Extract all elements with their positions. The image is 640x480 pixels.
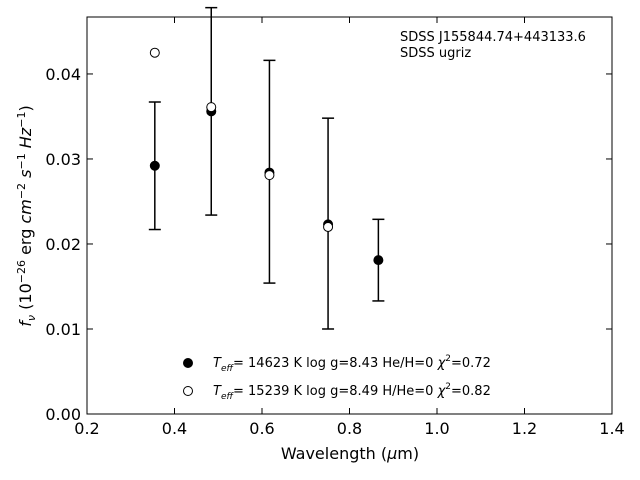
x-tick-label: 0.2: [74, 419, 99, 438]
x-tick-label: 0.6: [249, 419, 274, 438]
y-tick-label: 0.04: [45, 65, 81, 84]
legend-marker-open: [183, 386, 193, 396]
data-point-open: [264, 170, 275, 181]
plot-frame: [86, 16, 613, 415]
x-tick-label: 1.0: [424, 419, 449, 438]
legend-marker-filled: [183, 358, 193, 368]
data-point-filled: [373, 255, 384, 266]
y-axis-label: fν (10−26 erg cm−2 s−1 Hz−1): [15, 105, 38, 326]
annotation-object: SDSS J155844.74+443133.6: [400, 30, 586, 45]
x-tick-label: 1.4: [599, 419, 624, 438]
annotation-photometry: SDSS ugriz: [400, 46, 471, 61]
y-tick-label: 0.00: [45, 405, 81, 424]
y-tick-label: 0.01: [45, 320, 81, 339]
x-tick-label: 0.8: [337, 419, 362, 438]
x-tick-label: 0.4: [162, 419, 187, 438]
data-point-filled: [149, 160, 160, 171]
data-point-open: [206, 102, 217, 113]
legend-label-h-he: Teff= 15239 K log g=8.49 H/He=0 χ2=0.82: [213, 382, 491, 402]
markers: [149, 47, 384, 266]
legend: Teff= 14623 K log g=8.43 He/H=0 χ2=0.72 …: [183, 354, 491, 402]
error-bars: [148, 6, 385, 330]
x-axis-label: Wavelength (μm): [281, 444, 419, 463]
x-tick-label: 1.2: [512, 419, 537, 438]
y-tick-label: 0.02: [45, 235, 81, 254]
y-tick-label: 0.03: [45, 150, 81, 169]
data-point-open: [149, 47, 160, 58]
data-point-open: [323, 221, 334, 232]
legend-label-he-h: Teff= 14623 K log g=8.43 He/H=0 χ2=0.72: [213, 354, 491, 374]
ticks: 0.2 0.4 0.6 0.8 1.0 1.2 1.4 0.00 0.01 0.02 0.03 0.0…: [45, 17, 625, 438]
